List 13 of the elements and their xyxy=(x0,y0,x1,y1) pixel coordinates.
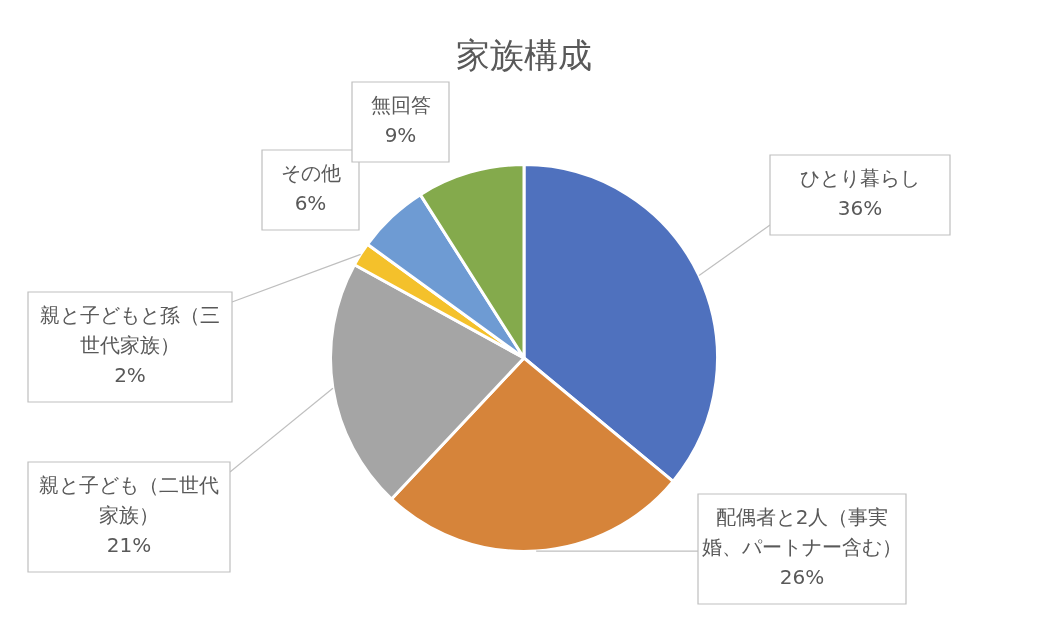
slice-label: その他 xyxy=(280,161,341,186)
slice-label: 配偶者と2人（事実婚、パートナー含む） xyxy=(702,505,902,560)
slice-label: 親と子どもと孫（三世代家族） xyxy=(40,303,220,358)
data-label: 9% xyxy=(384,123,417,148)
chart-title: 家族構成 xyxy=(456,34,592,75)
data-label: 26% xyxy=(779,565,825,590)
slice-label: 親と子ども（二世代家族） xyxy=(39,473,219,528)
data-label: 21% xyxy=(106,533,152,558)
data-label: 36% xyxy=(837,196,883,221)
slice-label: 無回答 xyxy=(370,93,431,118)
data-label: 6% xyxy=(294,191,327,216)
data-label: 2% xyxy=(114,363,146,388)
slice-label: ひとり暮らし xyxy=(800,166,920,191)
